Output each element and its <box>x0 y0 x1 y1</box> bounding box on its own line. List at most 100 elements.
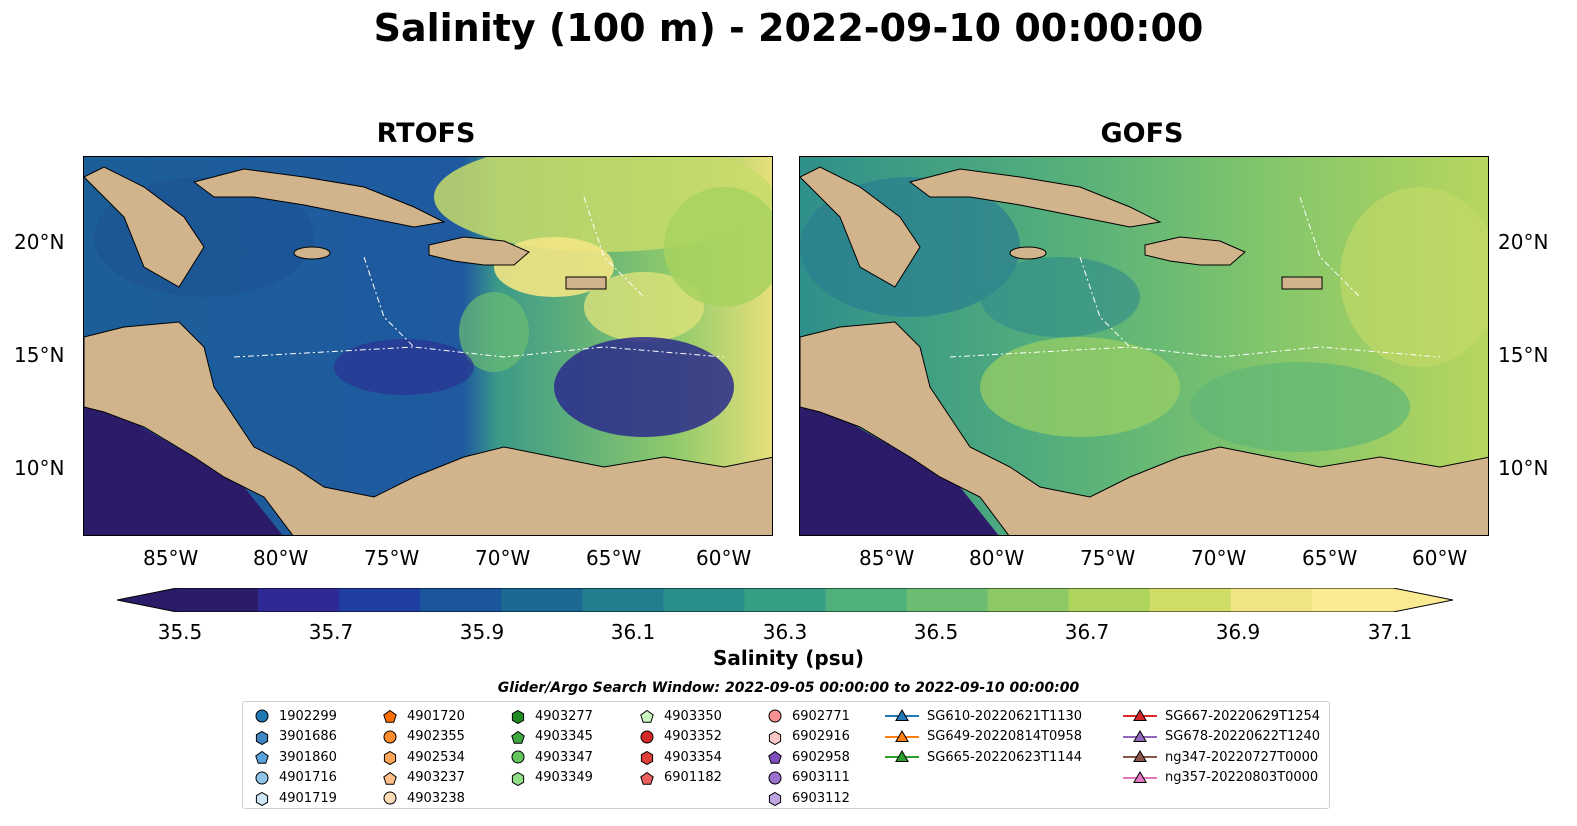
legend-item: 1902299 <box>253 706 337 726</box>
circle-marker-icon <box>255 771 269 784</box>
legend-item: SG667-20220629T1254 <box>1123 706 1320 726</box>
legend-item: 4901719 <box>253 788 337 808</box>
legend-item: 4902355 <box>381 727 465 747</box>
colorbar-tick: 35.9 <box>459 620 505 644</box>
colorbar-segment <box>1068 588 1151 612</box>
legend-item-label: 4903350 <box>664 708 722 724</box>
colorbar-tick: 36.3 <box>762 620 808 644</box>
legend-item: SG665-20220623T1144 <box>885 747 1082 767</box>
lon-tick-65w-right: 65°W <box>1302 546 1358 570</box>
legend-item: ng357-20220803T0000 <box>1123 768 1318 788</box>
legend-item: 6902771 <box>766 706 850 726</box>
legend-item-label: SG610-20220621T1130 <box>927 708 1083 724</box>
legend-item-label: 4901720 <box>407 708 465 724</box>
lon-tick-80w-right: 80°W <box>969 546 1025 570</box>
legend-item-label: ng347-20220727T0000 <box>1165 749 1319 765</box>
lat-tick-10n-right: 10°N <box>1498 456 1549 480</box>
lon-tick-65w-left: 65°W <box>586 546 642 570</box>
colorbar-segment <box>906 588 989 612</box>
hexagon-marker-icon <box>768 730 782 745</box>
rtofs-map-graphic <box>84 157 772 535</box>
hexagon-marker-icon <box>640 750 654 765</box>
legend-item: 4903354 <box>638 747 722 767</box>
legend-item-label: 3901686 <box>279 729 337 744</box>
colorbar-tick: 35.5 <box>157 620 203 644</box>
legend-item-label: ng357-20220803T0000 <box>1165 770 1319 785</box>
legend-item: SG649-20220814T0958 <box>885 727 1082 747</box>
hexagon-marker-icon <box>768 791 782 806</box>
panel-title-rtofs: RTOFS <box>376 118 476 149</box>
legend-item-label: 6902771 <box>792 708 850 724</box>
circle-marker-icon <box>768 771 782 784</box>
legend-item: 6903112 <box>766 788 850 808</box>
triangle-marker-icon <box>885 750 919 762</box>
colorbar-segment <box>1230 588 1313 612</box>
colorbar-extend-low <box>117 588 177 612</box>
colorbar-segment <box>258 588 340 612</box>
legend-item-label: 4903277 <box>535 708 593 724</box>
legend-item-label: 4902534 <box>407 749 465 765</box>
lat-tick-20n-left: 20°N <box>14 230 65 254</box>
hexagon-marker-icon <box>511 709 525 724</box>
lon-tick-75w-right: 75°W <box>1080 546 1136 570</box>
gofs-map-graphic <box>800 157 1488 535</box>
colorbar-extend-high <box>1393 588 1453 612</box>
legend-item-label: 4903347 <box>535 749 593 765</box>
hexagon-marker-icon <box>255 730 269 745</box>
lon-tick-85w-right: 85°W <box>859 546 915 570</box>
triangle-marker-icon <box>1123 709 1157 721</box>
colorbar-tick: 36.1 <box>610 620 656 644</box>
legend-item-label: 6903111 <box>792 770 850 785</box>
colorbar-tick: 36.5 <box>913 620 959 644</box>
circle-marker-icon <box>640 730 654 743</box>
legend-item-label: 6901182 <box>664 770 722 785</box>
legend-item-label: 4903349 <box>535 770 593 785</box>
lat-tick-20n-right: 20°N <box>1498 230 1549 254</box>
legend-item: SG610-20220621T1130 <box>885 706 1082 726</box>
colorbar-tick: 35.7 <box>308 620 354 644</box>
colorbar-tick: 36.7 <box>1064 620 1110 644</box>
legend-item: SG678-20220622T1240 <box>1123 727 1320 747</box>
map-rtofs[interactable] <box>83 156 773 536</box>
legend-item: 4903349 <box>509 768 593 788</box>
hexagon-marker-icon <box>383 750 397 765</box>
colorbar-segment <box>1311 588 1394 612</box>
legend-item-label: SG667-20220629T1254 <box>1165 708 1321 724</box>
pentagon-marker-icon <box>640 771 654 785</box>
pentagon-marker-icon <box>768 750 782 764</box>
legend-item-label: 4903237 <box>407 770 465 785</box>
lon-tick-85w-left: 85°W <box>143 546 199 570</box>
legend-item: 4903345 <box>509 727 593 747</box>
legend-item-label: 4903354 <box>664 749 722 765</box>
colorbar <box>117 588 1453 612</box>
circle-marker-icon <box>511 750 525 764</box>
circle-marker-icon <box>383 791 397 805</box>
legend-item-label: 3901860 <box>279 749 337 765</box>
colorbar-segment <box>744 588 827 612</box>
colorbar-segment <box>582 588 664 612</box>
legend-item: 4902534 <box>381 747 465 767</box>
lon-tick-60w-right: 60°W <box>1412 546 1468 570</box>
colorbar-segment <box>420 588 502 612</box>
colorbar-label: Salinity (psu) <box>712 646 864 670</box>
colorbar-segment <box>501 588 583 612</box>
legend-item: 6902958 <box>766 747 850 767</box>
legend-item-label: 4901719 <box>279 790 337 806</box>
map-gofs[interactable] <box>799 156 1489 536</box>
legend-item: 4901720 <box>381 706 465 726</box>
lon-tick-80w-left: 80°W <box>253 546 309 570</box>
lat-tick-10n-left: 10°N <box>14 456 65 480</box>
pentagon-marker-icon <box>511 730 525 744</box>
legend-item: 4903347 <box>509 747 593 767</box>
figure-title: Salinity (100 m) - 2022-09-10 00:00:00 <box>373 6 1204 50</box>
lon-tick-70w-left: 70°W <box>475 546 531 570</box>
pentagon-marker-icon <box>640 709 654 723</box>
circle-marker-icon <box>768 709 782 723</box>
colorbar-segment <box>177 588 259 612</box>
legend-item-label: 6903112 <box>792 790 850 806</box>
lon-tick-75w-left: 75°W <box>364 546 420 570</box>
pentagon-marker-icon <box>255 750 269 764</box>
circle-marker-icon <box>255 709 269 723</box>
legend-title: Glider/Argo Search Window: 2022-09-05 00… <box>497 680 1080 696</box>
legend-item-label: 4903238 <box>407 790 465 806</box>
